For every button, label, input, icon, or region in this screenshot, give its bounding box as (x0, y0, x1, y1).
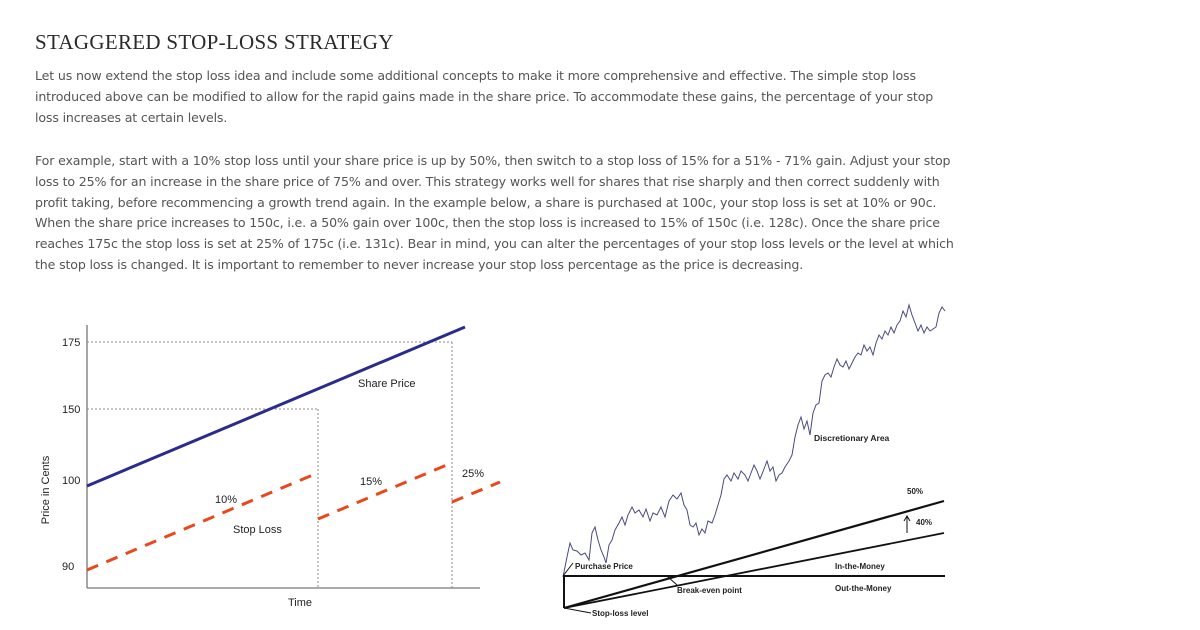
ytick-150: 150 (62, 404, 80, 416)
share-price-label: Share Price (358, 378, 415, 390)
pct-40-label: 40% (916, 518, 932, 527)
stop-loss-10-line (86, 472, 316, 572)
intro-paragraph: Let us now extend the stop loss idea and… (35, 68, 934, 125)
stop-loss-25-line (451, 480, 501, 504)
trailing-stop-chart: Discretionary Area 50% 40% In-the-Money … (555, 295, 955, 625)
price-line (562, 303, 946, 578)
stop-loss-15-line (317, 462, 450, 521)
out-the-money-label: Out-the-Money (835, 584, 892, 593)
ytick-175: 175 (62, 337, 80, 349)
pct-50-label: 50% (907, 487, 923, 496)
stop-loss-label: Stop Loss (233, 524, 282, 536)
trailing-stop-40-line (563, 532, 945, 609)
pct-15-label: 15% (360, 476, 382, 488)
ytick-90: 90 (62, 561, 74, 573)
pct-25-label: 25% (462, 468, 484, 480)
stop-loss-level-label: Stop-loss level (592, 609, 648, 618)
purchase-price-label: Purchase Price (575, 562, 633, 571)
x-axis-label: Time (288, 597, 312, 609)
discretionary-area-label: Discretionary Area (814, 433, 890, 443)
staggered-stop-loss-chart: 175 150 100 90 Price in Cents Time Share… (25, 320, 525, 620)
pct-10-label: 10% (215, 494, 237, 506)
ytick-100: 100 (62, 475, 80, 487)
example-paragraph: For example, start with a 10% stop loss … (35, 153, 954, 272)
trailing-stop-50-line (563, 499, 945, 610)
in-the-money-label: In-the-Money (835, 562, 885, 571)
page-title: STAGGERED STOP-LOSS STRATEGY (35, 30, 394, 54)
break-even-label: Break-even point (677, 586, 742, 595)
share-price-line (86, 325, 466, 488)
y-axis-label: Price in Cents (40, 455, 52, 524)
